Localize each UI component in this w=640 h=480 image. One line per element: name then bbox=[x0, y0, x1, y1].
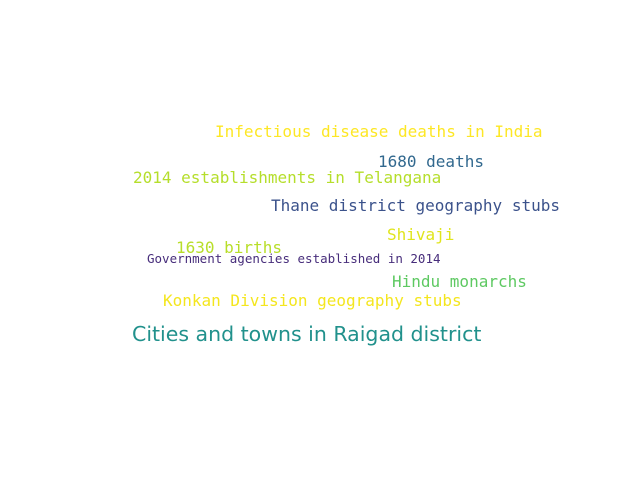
word-hindu-monarchs: Hindu monarchs bbox=[392, 272, 527, 291]
word-infectious-disease-deaths-in-india: Infectious disease deaths in India bbox=[215, 122, 543, 141]
word-government-agencies-established-in-2014: Government agencies established in 2014 bbox=[147, 251, 441, 266]
word-2014-establishments-in-telangana: 2014 establishments in Telangana bbox=[133, 168, 442, 187]
word-cities-and-towns-in-raigad-district: Cities and towns in Raigad district bbox=[132, 322, 482, 346]
word-shivaji: Shivaji bbox=[387, 225, 455, 244]
word-1680-deaths: 1680 deaths bbox=[378, 152, 484, 171]
word-konkan-division-geography-stubs: Konkan Division geography stubs bbox=[163, 291, 462, 310]
word-1630-births: 1630 births bbox=[176, 238, 282, 257]
word-thane-district-geography-stubs: Thane district geography stubs bbox=[271, 196, 560, 215]
